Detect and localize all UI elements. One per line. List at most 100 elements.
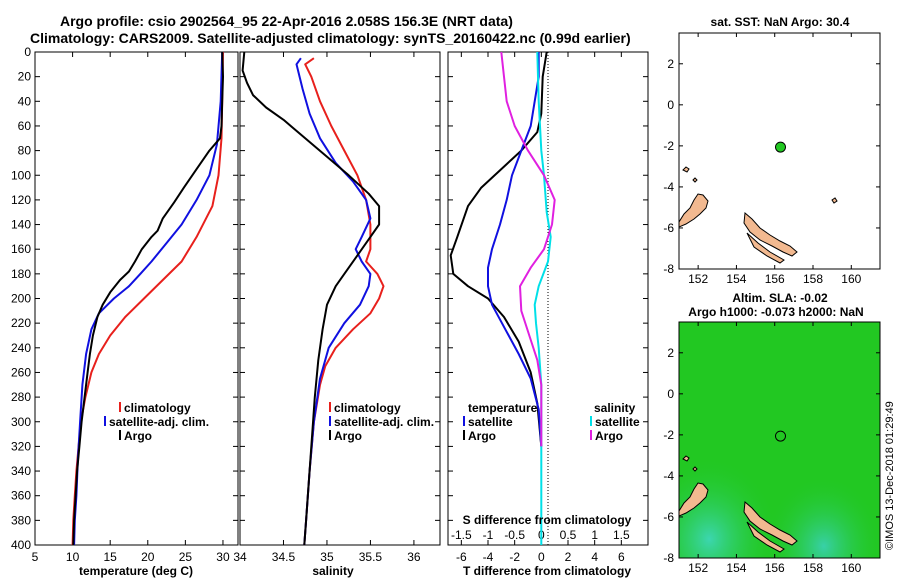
sla-map-axes: 152 154 156 158 160 2 0 -2 -4 -6 -8	[663, 322, 880, 575]
x-tick-label: -2	[509, 550, 520, 564]
islet-land	[831, 197, 838, 204]
islet-land	[682, 455, 690, 462]
map-x-tick-label: 158	[803, 272, 823, 286]
map-x-tick-label: 160	[841, 561, 861, 575]
x-tick-label: 20	[141, 550, 155, 564]
sst-map-land	[679, 166, 838, 264]
depth-tick-label: 20	[18, 70, 32, 84]
depth-tick-label: 280	[11, 390, 31, 404]
depth-tick-label: 40	[18, 94, 32, 108]
legend-label-argo: Argo	[124, 429, 152, 443]
x-tick-label: 10	[66, 550, 80, 564]
sst-map-axes: 152 154 156 158 160 2 0 -2 -4 -6 -8	[663, 33, 880, 286]
depth-axis: 0 20 40 60 80 100 120 140 160 180 200 220 240 260 280 3…	[11, 45, 648, 552]
map-x-tick-label: 154	[726, 272, 746, 286]
x-tick-label: 35	[320, 550, 334, 564]
difference-legend-temperature: temperature satellite Argo	[463, 401, 538, 443]
legend-label-climatology: climatology	[124, 401, 191, 415]
depth-tick-label: 360	[11, 489, 31, 503]
depth-tick-label: 400	[11, 538, 31, 552]
s-diff-tick-label: -1	[483, 528, 494, 542]
legend-label-s-satellite: satellite	[595, 415, 640, 429]
x-tick-label: -6	[456, 550, 467, 564]
new-ireland-land	[679, 482, 709, 517]
salinity-difference-top-axis: -1.5 -1 -0.5 0 0.5 1 1.5	[451, 528, 630, 542]
sla-map-field	[679, 322, 880, 558]
map-x-tick-label: 156	[765, 561, 785, 575]
depth-tick-label: 120	[11, 193, 31, 207]
map-x-tick-label: 152	[688, 561, 708, 575]
depth-tick-label: 240	[11, 341, 31, 355]
map-y-tick-label: -6	[663, 221, 674, 235]
s-diff-tick-label: -0.5	[504, 528, 525, 542]
legend-label-satellite: satellite-adj. clim.	[334, 415, 434, 429]
legend-title-salinity: salinity	[594, 401, 636, 415]
solomon-islands-land	[743, 211, 798, 257]
sst-map-title: sat. SST: NaN Argo: 30.4	[711, 15, 850, 29]
depth-tick-label: 260	[11, 365, 31, 379]
temperature-axis-label: temperature (deg C)	[79, 564, 193, 578]
x-tick-label: 30	[216, 550, 230, 564]
depth-tick-label: 100	[11, 168, 31, 182]
x-tick-label: 6	[618, 550, 625, 564]
legend-title-temperature: temperature	[468, 401, 538, 415]
x-tick-label: -4	[483, 550, 494, 564]
series-line-salinity-argo	[500, 52, 556, 447]
x-tick-label: 25	[179, 550, 193, 564]
x-tick-label: 5	[32, 550, 39, 564]
map-y-tick-label: -4	[663, 469, 674, 483]
map-y-tick-label: -4	[663, 180, 674, 194]
depth-tick-label: 0	[24, 45, 31, 59]
t-difference-axis-label: T difference from climatology	[463, 564, 631, 578]
map-y-tick-label: -8	[663, 551, 674, 565]
sla-field-high-right	[679, 322, 880, 558]
map-y-tick-label: 0	[667, 387, 674, 401]
map-y-tick-label: -2	[663, 139, 674, 153]
salinity-legend: climatology satellite-adj. clim. Argo	[329, 401, 434, 443]
difference-x-axis: -6 -4 -2 0 2 4 6	[456, 52, 625, 564]
figure-title-line2: Climatology: CARS2009. Satellite-adjuste…	[30, 30, 631, 46]
x-tick-label: 15	[104, 550, 118, 564]
legend-label-s-argo: Argo	[595, 429, 623, 443]
s-diff-tick-label: 1.5	[613, 528, 630, 542]
legend-label-satellite: satellite-adj. clim.	[109, 415, 209, 429]
depth-tick-label: 380	[11, 513, 31, 527]
temperature-panel-frame	[34, 51, 239, 546]
s-diff-tick-label: 0.5	[560, 528, 577, 542]
series-line-satellite-adj-clim-	[295, 57, 372, 545]
depth-tick-label: 200	[11, 292, 31, 306]
depth-tick-label: 220	[11, 316, 31, 330]
x-tick-label: 0	[538, 550, 545, 564]
series-line-climatology	[71, 52, 224, 545]
series-line-argo	[72, 52, 224, 545]
figure-title-line1: Argo profile: csio 2902564_95 22-Apr-201…	[60, 13, 513, 29]
map-y-tick-label: 2	[667, 57, 674, 71]
islet-land	[692, 177, 698, 183]
sla-map-title-line2: Argo h1000: -0.073 h2000: NaN	[688, 305, 863, 319]
x-tick-label: 35.5	[359, 550, 383, 564]
legend-label-t-argo: Argo	[468, 429, 496, 443]
depth-tick-label: 80	[18, 144, 32, 158]
salinity-panel-frame	[239, 51, 441, 546]
x-tick-label: 36	[407, 550, 421, 564]
legend-label-climatology: climatology	[334, 401, 401, 415]
map-x-tick-label: 156	[765, 272, 785, 286]
temperature-x-axis: 5 10 15 20 25 30	[32, 52, 230, 564]
depth-tick-label: 320	[11, 439, 31, 453]
salinity-x-axis: 34 34.5 35 35.5 36	[233, 52, 421, 564]
salinity-axis-label: salinity	[312, 564, 354, 578]
choiseul-land	[746, 232, 785, 264]
map-y-tick-label: 0	[667, 98, 674, 112]
series-line-temperature-satellite	[487, 52, 543, 447]
x-tick-label: 34.5	[272, 550, 296, 564]
map-y-tick-label: -6	[663, 510, 674, 524]
temperature-legend: climatology satellite-adj. clim. Argo	[104, 401, 209, 443]
series-line-satellite-adj-clim-	[73, 52, 224, 545]
series-line-argo	[241, 52, 381, 545]
solomon-islands-land	[743, 500, 798, 546]
argo-float-marker	[775, 430, 786, 442]
s-difference-axis-label: S difference from climatology	[463, 513, 632, 527]
series-line-temperature-argo	[449, 52, 548, 447]
imos-credit: ©IMOS 13-Dec-2018 01:29:49	[884, 401, 896, 550]
